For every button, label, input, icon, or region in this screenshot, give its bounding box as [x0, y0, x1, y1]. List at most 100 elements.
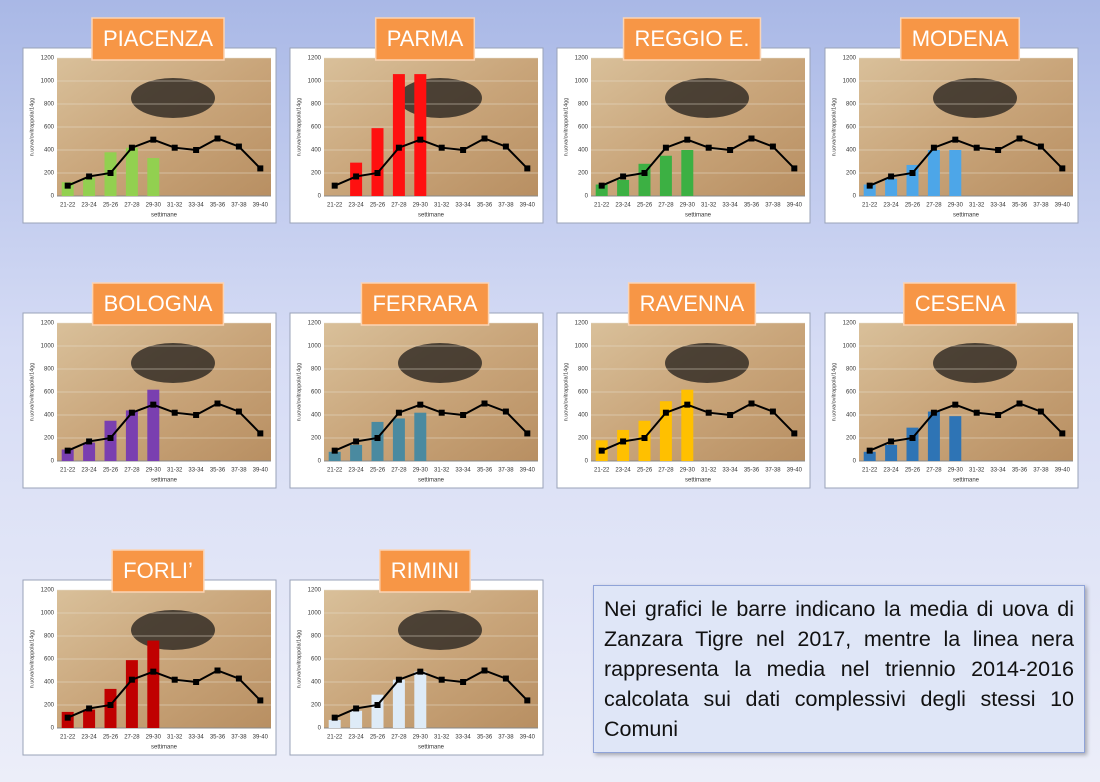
line: [869, 402, 1064, 452]
line-marker: [481, 135, 488, 142]
x-tick-label: 25-26: [103, 203, 119, 209]
bar: [125, 660, 138, 728]
x-tick-label: 37-38: [765, 203, 781, 209]
x-axis-label: settimane: [418, 478, 445, 484]
x-tick-label: 31-32: [701, 203, 717, 209]
bar: [863, 184, 876, 196]
mosquito-image: [131, 78, 215, 118]
line-marker: [1037, 143, 1044, 150]
y-tick-label: 800: [44, 367, 55, 373]
y-tick-label: 1200: [41, 588, 55, 594]
line-marker: [769, 143, 776, 150]
y-tick-label: 200: [578, 436, 589, 442]
y-tick-label: 600: [846, 125, 857, 131]
line-marker: [460, 412, 467, 418]
x-tick-label: 37-38: [498, 468, 514, 474]
line-marker: [662, 409, 669, 416]
bar: [125, 147, 138, 196]
line-marker: [995, 412, 1002, 418]
y-tick-label: 0: [853, 459, 857, 465]
bar: [863, 451, 876, 461]
line-marker: [438, 676, 445, 683]
line-marker: [866, 182, 873, 189]
y-tick-label: 400: [44, 413, 55, 419]
line-marker: [888, 173, 895, 180]
line-marker: [374, 170, 381, 176]
y-tick-label: 200: [311, 436, 322, 442]
line-marker: [1059, 430, 1066, 437]
line-marker: [748, 400, 755, 407]
chart-title: CESENA: [915, 291, 1006, 316]
y-tick-label: 400: [311, 413, 322, 419]
line-marker: [193, 679, 200, 685]
mosquito-image: [398, 78, 482, 118]
bar: [83, 442, 96, 461]
y-tick-label: 400: [578, 148, 589, 154]
bar: [83, 709, 96, 728]
line-marker: [888, 438, 895, 445]
x-tick-label: 21-22: [60, 203, 76, 209]
y-tick-label: 600: [846, 390, 857, 396]
chart: 0 200 400 600 800 1000 1200 n.uova/ovitrappola/…: [556, 282, 811, 489]
y-tick-label: 1200: [843, 321, 857, 327]
line: [869, 137, 1064, 187]
title-box: PARMA: [374, 17, 476, 61]
line-marker: [235, 143, 242, 150]
y-tick-label: 400: [578, 413, 589, 419]
y-tick-label: 200: [578, 171, 589, 177]
x-tick-label: 31-32: [969, 203, 985, 209]
y-tick-label: 800: [311, 102, 322, 108]
line-marker: [930, 409, 937, 416]
x-tick-label: 33-34: [188, 468, 204, 474]
y-tick-label: 600: [311, 390, 322, 396]
x-tick-label: 33-34: [722, 203, 738, 209]
x-tick-label: 35-36: [210, 203, 226, 209]
line-marker: [86, 705, 93, 712]
line-marker: [973, 144, 980, 151]
x-tick-label: 29-30: [146, 468, 162, 474]
x-tick-label: 27-28: [926, 203, 942, 209]
x-tick-label: 27-28: [658, 468, 674, 474]
title-background: [374, 17, 476, 61]
y-tick-label: 400: [44, 680, 55, 686]
line-marker: [662, 144, 669, 151]
line-marker: [64, 714, 71, 721]
y-tick-label: 1000: [308, 344, 322, 350]
line-marker: [171, 676, 178, 683]
x-tick-label: 39-40: [1055, 203, 1071, 209]
x-tick-label: 21-22: [594, 468, 610, 474]
mosquito-image: [131, 610, 215, 650]
x-tick-label: 29-30: [413, 203, 429, 209]
bar: [350, 710, 363, 728]
bar: [595, 184, 608, 196]
line-marker: [791, 165, 798, 172]
x-tick-label: 27-28: [391, 468, 407, 474]
y-tick-label: 1200: [843, 56, 857, 62]
y-tick-label: 200: [44, 436, 55, 442]
x-tick-label: 29-30: [948, 203, 964, 209]
bar: [371, 421, 384, 461]
y-tick-label: 1200: [41, 56, 55, 62]
x-tick-label: 37-38: [231, 203, 247, 209]
x-axis-label: settimane: [953, 478, 980, 484]
y-tick-label: 1000: [41, 344, 55, 350]
y-tick-label: 1000: [843, 344, 857, 350]
x-tick-label: 23-24: [348, 735, 364, 741]
line-marker: [257, 165, 264, 172]
line-marker: [417, 668, 424, 675]
y-tick-label: 1200: [308, 321, 322, 327]
x-tick-label: 23-24: [81, 735, 97, 741]
y-tick-label: 1200: [41, 321, 55, 327]
y-tick-label: 200: [846, 436, 857, 442]
y-tick-label: 200: [846, 171, 857, 177]
x-tick-label: 37-38: [498, 203, 514, 209]
title-background: [379, 549, 471, 593]
bar: [617, 179, 630, 196]
chart-title: REGGIO E.: [635, 26, 750, 51]
y-tick-label: 200: [44, 171, 55, 177]
line-marker: [86, 173, 93, 180]
x-tick-label: 21-22: [60, 735, 76, 741]
x-tick-label: 27-28: [926, 468, 942, 474]
x-tick-label: 35-36: [210, 735, 226, 741]
